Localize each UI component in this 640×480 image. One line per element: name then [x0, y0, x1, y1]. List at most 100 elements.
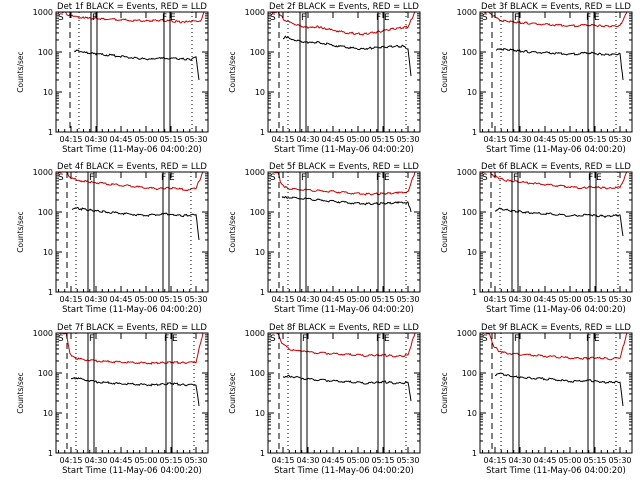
- x-axis-label: Start Time (11-May-06 04:00:20): [486, 305, 626, 315]
- y-tick-label: 100: [250, 369, 265, 378]
- x-tick-label: 04:15: [59, 295, 82, 304]
- marker-label-e: E: [594, 334, 600, 344]
- marker-label-f: F: [302, 334, 307, 344]
- series-lld: [269, 12, 416, 36]
- x-axis-label: Start Time (11-May-06 04:00:20): [62, 305, 202, 315]
- series-events: [495, 48, 624, 81]
- x-axis-label: Start Time (11-May-06 04:00:20): [486, 466, 626, 476]
- x-tick-label: 05:15: [371, 135, 394, 144]
- y-tick-label: 10: [43, 248, 53, 257]
- marker-label-s: S: [482, 173, 488, 183]
- y-tick-label: 100: [462, 208, 477, 217]
- series-events: [282, 35, 412, 77]
- panel-data: [269, 333, 416, 453]
- panel-title: Det 2f BLACK = Events, RED = LLD: [269, 2, 419, 12]
- y-tick-label: 100: [462, 48, 477, 57]
- series-lld: [482, 12, 628, 28]
- y-axis-label: Counts/sec: [16, 51, 25, 92]
- marker-label-e: E: [384, 173, 390, 183]
- series-lld: [58, 333, 204, 365]
- x-tick-label: 05:30: [184, 456, 207, 465]
- marker-label-f2: F: [164, 334, 169, 344]
- x-tick-label: 04:45: [533, 295, 556, 304]
- series-events: [71, 206, 200, 241]
- x-tick-label: 05:00: [346, 456, 369, 465]
- series-lld: [481, 333, 628, 361]
- x-tick-label: 04:30: [84, 456, 107, 465]
- x-tick-label: 04:45: [321, 135, 344, 144]
- marker-label-s: S: [270, 334, 276, 344]
- x-tick-label: 05:00: [134, 135, 157, 144]
- y-axis-label: Counts/sec: [228, 211, 237, 252]
- y-tick-label: 1000: [33, 168, 53, 177]
- y-tick-label: 100: [38, 369, 53, 378]
- y-axis-label: Counts/sec: [16, 372, 25, 413]
- panel-title: Det 4f BLACK = Events, RED = LLD: [57, 162, 207, 172]
- y-axis-label: Counts/sec: [228, 372, 237, 413]
- series-events: [282, 374, 412, 402]
- y-tick-label: 1000: [33, 8, 53, 17]
- y-tick-label: 1: [260, 128, 265, 137]
- y-tick-label: 10: [467, 409, 477, 418]
- marker-label-e: E: [594, 13, 600, 23]
- x-tick-label: 05:15: [159, 135, 182, 144]
- plot-frame: [479, 332, 633, 454]
- marker-label-f: F: [514, 13, 519, 23]
- x-tick-label: 05:00: [346, 295, 369, 304]
- y-axis-label: Counts/sec: [440, 51, 449, 92]
- marker-label-f: F: [89, 173, 94, 183]
- x-tick-label: 04:15: [483, 135, 506, 144]
- panel-data: [482, 12, 628, 132]
- x-tick-label: 04:45: [109, 295, 132, 304]
- y-tick-label: 1: [48, 128, 53, 137]
- x-tick-label: 05:00: [134, 295, 157, 304]
- y-tick-label: 100: [250, 208, 265, 217]
- y-tick-label: 1000: [245, 168, 265, 177]
- x-axis-label: Start Time (11-May-06 04:00:20): [274, 145, 414, 155]
- x-tick-label: 04:15: [483, 456, 506, 465]
- marker-label-f2: F: [588, 173, 593, 183]
- x-tick-label: 04:15: [271, 456, 294, 465]
- x-tick-label: 05:15: [159, 295, 182, 304]
- x-tick-label: 04:30: [296, 295, 319, 304]
- y-tick-label: 100: [38, 48, 53, 57]
- x-tick-label: 05:30: [396, 295, 419, 304]
- y-tick-label: 10: [255, 248, 265, 257]
- x-tick-label: 05:30: [396, 135, 419, 144]
- x-tick-label: 04:45: [321, 456, 344, 465]
- plot-frame: [55, 332, 209, 454]
- marker-label-f2: F: [376, 13, 381, 23]
- y-axis-label: Counts/sec: [228, 51, 237, 92]
- series-lld: [57, 12, 205, 24]
- series-lld: [57, 172, 204, 192]
- marker-label-e: E: [170, 13, 176, 23]
- marker-label-e: E: [172, 334, 178, 344]
- marker-label-f2: F: [586, 13, 591, 23]
- y-tick-label: 1: [260, 449, 265, 458]
- x-tick-label: 04:15: [483, 295, 506, 304]
- panel-title: Det 8f BLACK = Events, RED = LLD: [269, 323, 419, 333]
- marker-label-f: F: [301, 173, 306, 183]
- x-tick-label: 05:15: [583, 295, 606, 304]
- panel-title: Det 6f BLACK = Events, RED = LLD: [481, 162, 631, 172]
- x-tick-label: 04:15: [271, 295, 294, 304]
- panel-title: Det 1f BLACK = Events, RED = LLD: [57, 2, 207, 12]
- y-tick-label: 1000: [245, 329, 265, 338]
- marker-label-e: E: [596, 173, 602, 183]
- x-tick-label: 05:30: [608, 295, 631, 304]
- x-tick-label: 05:15: [583, 456, 606, 465]
- x-tick-label: 05:30: [396, 456, 419, 465]
- y-axis-label: Counts/sec: [16, 211, 25, 252]
- x-tick-label: 05:00: [558, 135, 581, 144]
- y-tick-label: 10: [43, 409, 53, 418]
- series-events: [73, 49, 200, 81]
- x-tick-label: 04:45: [533, 135, 556, 144]
- x-tick-label: 04:15: [59, 135, 82, 144]
- x-tick-label: 04:30: [508, 456, 531, 465]
- x-tick-label: 05:00: [134, 456, 157, 465]
- x-tick-label: 04:30: [508, 295, 531, 304]
- plot-frame: [55, 11, 209, 133]
